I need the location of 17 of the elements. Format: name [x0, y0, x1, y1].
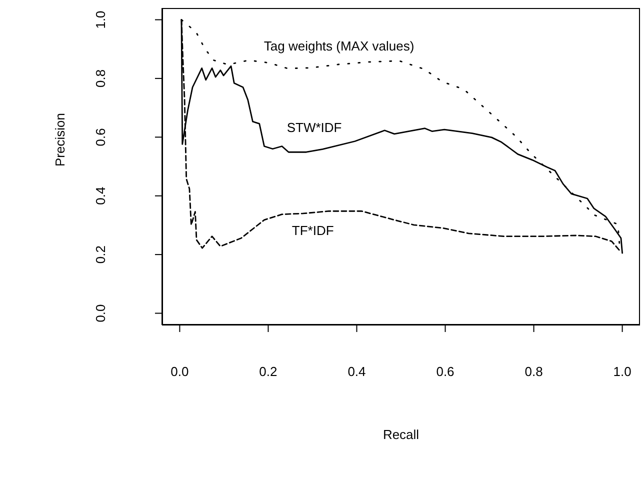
- x-tick-label: 0.8: [524, 364, 543, 379]
- x-tick-label: 0.0: [170, 364, 189, 379]
- x-tick-label: 0.2: [259, 364, 278, 379]
- series-label: STW*IDF: [286, 120, 342, 136]
- x-tick-label: 1.0: [613, 364, 632, 379]
- y-axis-title: Precision: [52, 113, 68, 166]
- y-tick-label: 0.6: [93, 128, 108, 146]
- x-axis-title: Recall: [382, 427, 420, 442]
- series-label: TF*IDF: [292, 223, 334, 238]
- y-tick-label: 0.2: [93, 246, 108, 264]
- series-label: Tag weights (MAX values): [264, 38, 414, 54]
- y-tick-label: 0.4: [93, 186, 108, 205]
- y-tick-label: 1.0: [93, 10, 108, 29]
- x-tick-label: 0.4: [348, 364, 366, 379]
- y-tick-label: 0.8: [93, 69, 108, 88]
- x-tick-label: 0.6: [436, 364, 454, 379]
- y-tick-label: 0.0: [93, 304, 108, 322]
